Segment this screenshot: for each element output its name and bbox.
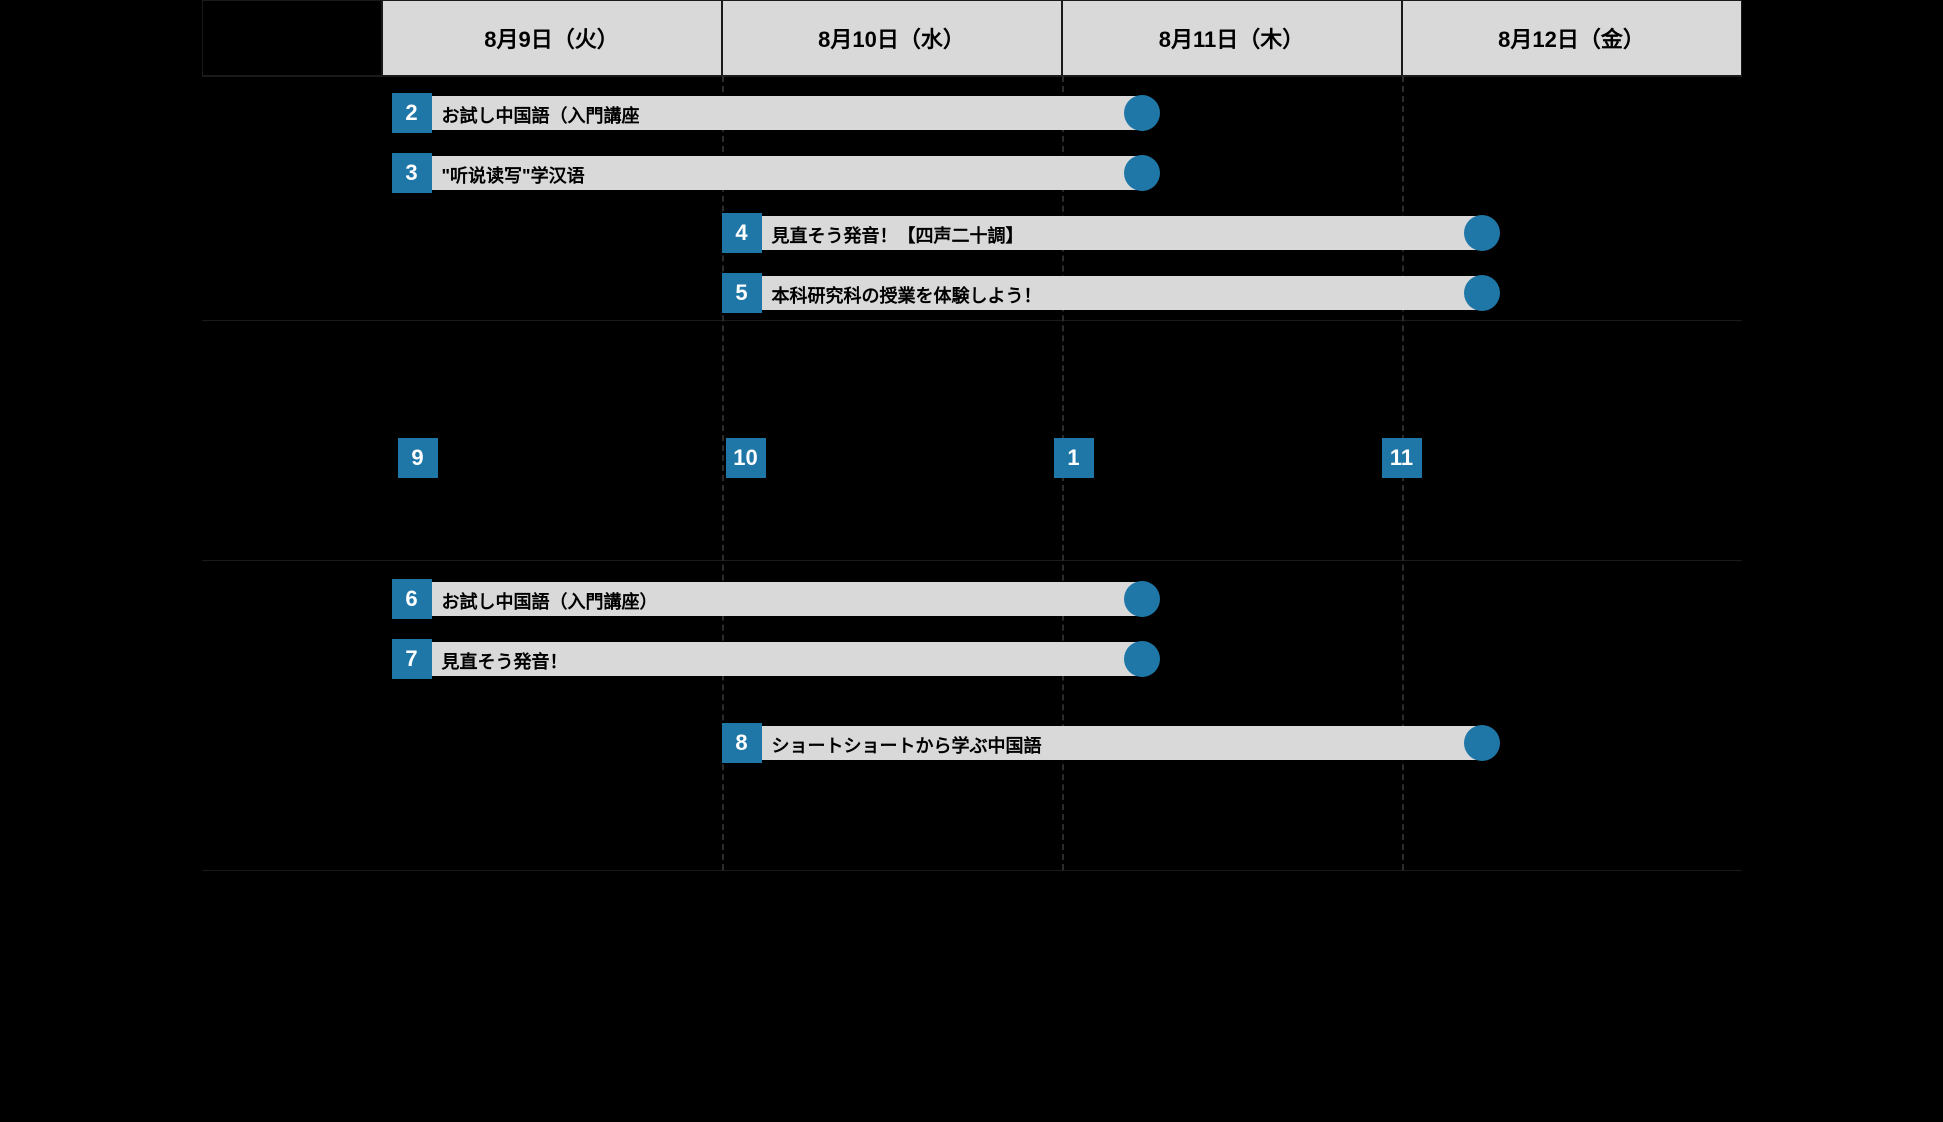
bar-4-end-dot (1464, 215, 1500, 251)
box-9: 9 (398, 438, 438, 478)
bar-8-end-dot (1464, 725, 1500, 761)
bar-7-number: 7 (392, 639, 432, 679)
box-10: 10 (726, 438, 766, 478)
bar-7-end-dot (1124, 641, 1160, 677)
box-1: 1 (1054, 438, 1094, 478)
row-divider-3 (202, 870, 1742, 871)
row-divider-0 (202, 76, 1742, 77)
bar-3-end-dot (1124, 155, 1160, 191)
bar-8-number: 8 (722, 723, 762, 763)
bar-5-number: 5 (722, 273, 762, 313)
box-11: 11 (1382, 438, 1422, 478)
bar-8-label: ショートショートから学ぶ中国語 (772, 732, 1042, 758)
bar-2-label: お試し中国語（入門講座 (442, 102, 640, 128)
bar-6-label: お試し中国語（入門講座） (442, 588, 658, 614)
header-day-0: 8月9日（火） (382, 0, 722, 76)
header-day-2: 8月11日（木） (1062, 0, 1402, 76)
bar-2-number: 2 (392, 93, 432, 133)
bar-3-label: "听说读写"学汉语 (442, 162, 585, 188)
header-corner (202, 0, 382, 76)
bar-6-end-dot (1124, 581, 1160, 617)
header-day-3: 8月12日（金） (1402, 0, 1742, 76)
bar-7-label: 見直そう発音！ (442, 648, 568, 674)
bar-4-number: 4 (722, 213, 762, 253)
header-row: 8月9日（火）8月10日（水）8月11日（木）8月12日（金） (202, 0, 1742, 76)
header-day-1: 8月10日（水） (722, 0, 1062, 76)
bar-4-label: 見直そう発音！【四声二十調】 (772, 222, 1024, 248)
bar-6-number: 6 (392, 579, 432, 619)
bar-5-end-dot (1464, 275, 1500, 311)
schedule-chart: 8月9日（火）8月10日（水）8月11日（木）8月12日（金） 2 お試し中国語（入… (202, 0, 1742, 870)
bar-5-label: 本科研究科の授業を体験しよう！ (772, 282, 1042, 308)
bar-3-number: 3 (392, 153, 432, 193)
row-divider-2 (202, 560, 1742, 561)
row-divider-1 (202, 320, 1742, 321)
bar-2-end-dot (1124, 95, 1160, 131)
